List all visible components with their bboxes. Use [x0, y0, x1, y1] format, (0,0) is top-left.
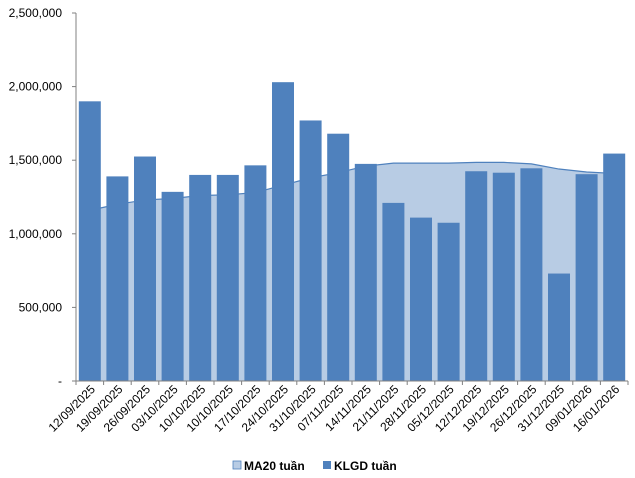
- bar-15: [492, 172, 515, 381]
- bar-4: [189, 174, 212, 381]
- bar-19: [603, 153, 626, 381]
- legend-swatch-ma20: [232, 460, 242, 470]
- y-tick-label: 2,000,000: [9, 80, 63, 94]
- legend: MA20 tuần KLGD tuần: [232, 459, 397, 473]
- bar-8: [299, 120, 322, 382]
- bar-12: [410, 217, 432, 381]
- bar-3: [161, 191, 184, 381]
- bar-18: [575, 174, 598, 381]
- bar-11: [382, 202, 405, 381]
- legend-label-ma20: MA20 tuần: [244, 459, 305, 473]
- y-tick-label: 2,500,000: [9, 6, 63, 20]
- legend-label-klgd: KLGD tuần: [334, 459, 397, 473]
- bar-14: [465, 171, 488, 381]
- y-tick-label: 500,000: [19, 300, 63, 314]
- bar-7: [272, 82, 294, 382]
- y-tick-label: 1,500,000: [9, 153, 63, 167]
- bar-0: [78, 101, 101, 381]
- bar-5: [216, 174, 239, 381]
- bar-1: [106, 176, 129, 381]
- bar-9: [327, 133, 350, 381]
- legend-swatch-klgd: [323, 461, 331, 469]
- bar-10: [354, 163, 377, 381]
- bar-16: [520, 168, 543, 381]
- bar-6: [244, 165, 267, 381]
- bar-13: [437, 222, 460, 381]
- bar-17: [548, 273, 570, 381]
- y-tick-label: -: [58, 374, 62, 388]
- y-tick-label: 1,000,000: [9, 227, 63, 241]
- bar-2: [134, 156, 156, 381]
- bar-layer: [78, 82, 626, 382]
